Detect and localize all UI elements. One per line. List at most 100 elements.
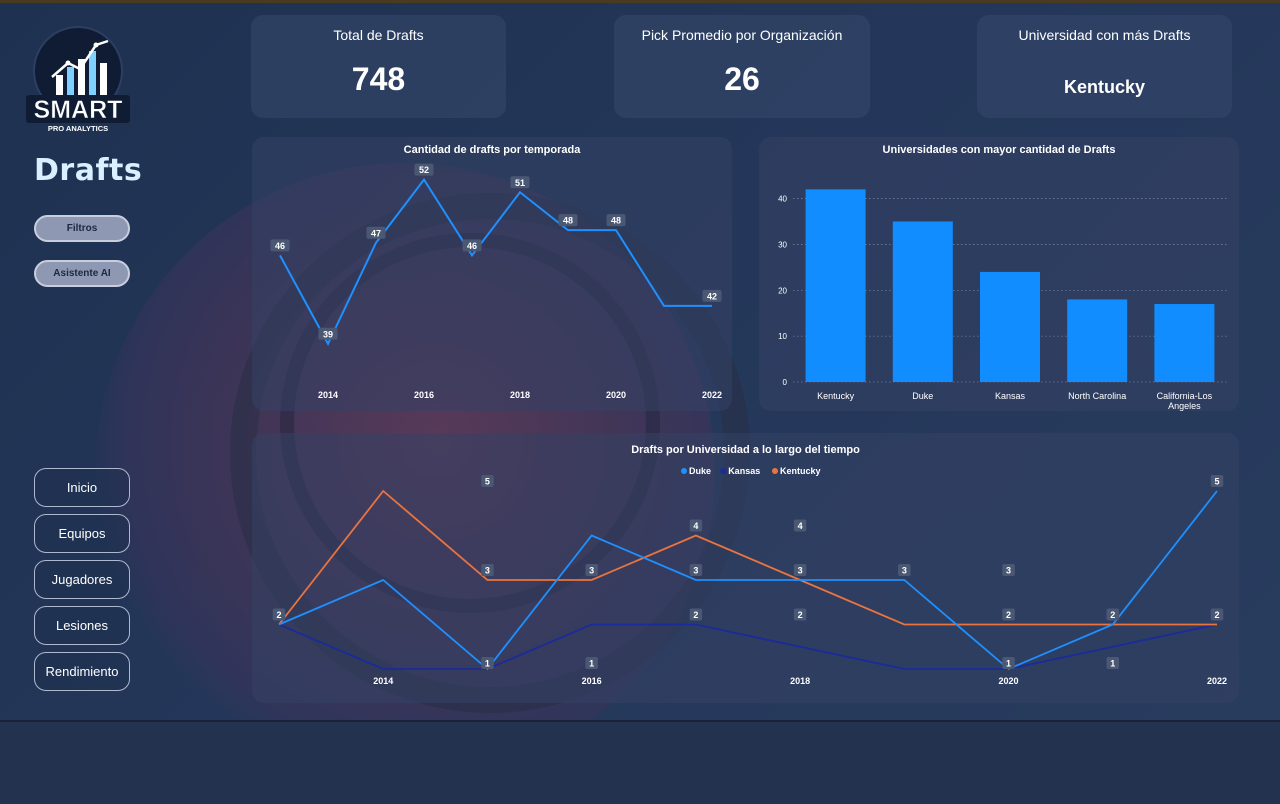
data-label: 3 bbox=[585, 564, 598, 576]
data-label-text: 3 bbox=[485, 566, 490, 576]
data-label-text: 2 bbox=[1006, 610, 1011, 620]
data-label-background bbox=[793, 608, 807, 621]
logo-brand-text: SMART bbox=[34, 96, 123, 124]
data-label-background bbox=[689, 519, 703, 532]
x-tick-label: 2016 bbox=[582, 676, 602, 686]
data-label-text: 3 bbox=[902, 566, 907, 576]
data-label-text: 3 bbox=[798, 566, 803, 576]
data-label-background bbox=[1106, 657, 1120, 669]
data-label: 52 bbox=[414, 163, 434, 176]
data-label: 3 bbox=[689, 564, 703, 576]
data-label-background bbox=[1210, 475, 1224, 487]
nav-button-lesiones[interactable]: Lesiones bbox=[34, 606, 130, 645]
data-label-text: 5 bbox=[485, 477, 490, 487]
data-label-background bbox=[793, 519, 807, 532]
data-label-text: 4 bbox=[798, 521, 803, 531]
x-tick-label: Kentucky bbox=[817, 391, 855, 401]
x-tick-label: Angeles bbox=[1168, 401, 1201, 411]
data-label-background bbox=[1210, 608, 1224, 621]
chart-title: Cantidad de drafts por temporada bbox=[403, 144, 581, 156]
kpi-value: 748 bbox=[351, 61, 406, 97]
logo-sub-text: PRO ANALYTICS bbox=[48, 124, 108, 133]
data-label: 2 bbox=[689, 608, 703, 621]
data-label-text: 4 bbox=[693, 521, 698, 531]
data-label-background bbox=[481, 564, 494, 576]
kpi-label: Pick Promedio por Organización bbox=[641, 27, 843, 43]
chart-panel-top-universities: Universidades con mayor cantidad de Draf… bbox=[759, 137, 1239, 411]
data-label-background bbox=[481, 475, 494, 487]
data-label-text: 46 bbox=[467, 241, 477, 251]
bar bbox=[1154, 304, 1215, 382]
data-label: 5 bbox=[1210, 475, 1224, 487]
data-label: 1 bbox=[481, 657, 494, 669]
data-label: 3 bbox=[793, 564, 807, 576]
nav-button-equipos[interactable]: Equipos bbox=[34, 514, 130, 553]
line-chart-drafts-by-university[interactable]: Duke Kansas Kentucky 2 5 3 1 3 1 4 3 2 4 3 2 3 3 2 1 2 1 5 2 20… bbox=[252, 433, 1239, 703]
data-label-text: 48 bbox=[563, 216, 573, 226]
data-label-background bbox=[558, 214, 578, 227]
data-label-text: 1 bbox=[485, 659, 490, 669]
data-label: 2 bbox=[1106, 608, 1120, 621]
x-tick-label: 2022 bbox=[702, 390, 722, 400]
data-label-text: 1 bbox=[589, 659, 594, 669]
legend-marker bbox=[720, 468, 727, 474]
data-label-background bbox=[414, 163, 434, 176]
data-label-text: 3 bbox=[693, 566, 698, 576]
data-label-text: 48 bbox=[611, 216, 621, 226]
x-tick-label: 2022 bbox=[1207, 676, 1227, 686]
data-label-background bbox=[462, 239, 482, 252]
data-label: 48 bbox=[606, 214, 626, 227]
data-label-text: 2 bbox=[1214, 610, 1219, 620]
data-label: 2 bbox=[1002, 608, 1015, 621]
data-label-background bbox=[1002, 564, 1015, 576]
legend-marker bbox=[772, 468, 778, 474]
data-label-text: 5 bbox=[1214, 477, 1219, 487]
bar-chart-top-universities: 0 10 20 30 40 Kentucky Duke Kansas North Carolin… bbox=[778, 189, 1229, 411]
data-label-background bbox=[1106, 608, 1120, 621]
data-label-text: 2 bbox=[693, 610, 698, 620]
x-tick-label: 2018 bbox=[790, 676, 810, 686]
smart-pro-analytics-logo: SMART PRO ANALYTICS bbox=[24, 25, 132, 137]
x-tick-label: 2018 bbox=[510, 390, 530, 400]
data-label: 1 bbox=[1106, 657, 1120, 669]
series-line-kentucky bbox=[278, 489, 1217, 626]
legend-marker bbox=[681, 468, 687, 474]
nav-button-jugadores[interactable]: Jugadores bbox=[34, 560, 130, 599]
data-label-text: 42 bbox=[707, 291, 717, 301]
data-label-text: 2 bbox=[798, 610, 803, 620]
data-label-background bbox=[793, 564, 807, 576]
nav-button-inicio[interactable]: Inicio bbox=[34, 468, 130, 507]
data-label-background bbox=[898, 564, 911, 576]
data-label-text: 46 bbox=[275, 241, 285, 251]
data-label: 3 bbox=[481, 564, 494, 576]
y-tick-label: 10 bbox=[778, 332, 787, 341]
bar bbox=[805, 189, 866, 382]
data-label-background bbox=[1002, 657, 1015, 669]
data-label: 4 bbox=[793, 519, 807, 532]
ai-assistant-button[interactable]: Asistente AI bbox=[34, 260, 130, 287]
data-label-background bbox=[702, 289, 722, 302]
filters-button[interactable]: Filtros bbox=[34, 215, 130, 242]
legend-label: Duke bbox=[689, 466, 711, 476]
data-label: 3 bbox=[1002, 564, 1015, 576]
data-label-text: 47 bbox=[371, 228, 381, 238]
data-label: 4 bbox=[689, 519, 703, 532]
x-tick-label: Kansas bbox=[995, 391, 1026, 401]
data-label: 42 bbox=[702, 289, 722, 302]
x-tick-label: 2014 bbox=[318, 390, 338, 400]
kpi-label: Universidad con más Drafts bbox=[1018, 27, 1191, 43]
data-label: 46 bbox=[462, 239, 482, 252]
kpi-card-total-drafts: Total de Drafts 748 bbox=[251, 15, 506, 118]
data-label-text: 3 bbox=[589, 566, 594, 576]
bar bbox=[1067, 299, 1128, 382]
page-title: Drafts bbox=[34, 153, 143, 188]
data-label-background bbox=[270, 239, 290, 252]
data-label-background bbox=[606, 214, 626, 227]
x-tick-label: 2014 bbox=[373, 676, 393, 686]
kpi-value: 26 bbox=[724, 61, 760, 97]
dashboard-canvas: SMART PRO ANALYTICS Drafts Filtros Asist… bbox=[0, 0, 1280, 720]
data-label-background bbox=[585, 564, 598, 576]
data-label-text: 39 bbox=[323, 329, 333, 339]
data-label-text: 2 bbox=[276, 610, 281, 620]
nav-button-rendimiento[interactable]: Rendimiento bbox=[34, 652, 130, 691]
